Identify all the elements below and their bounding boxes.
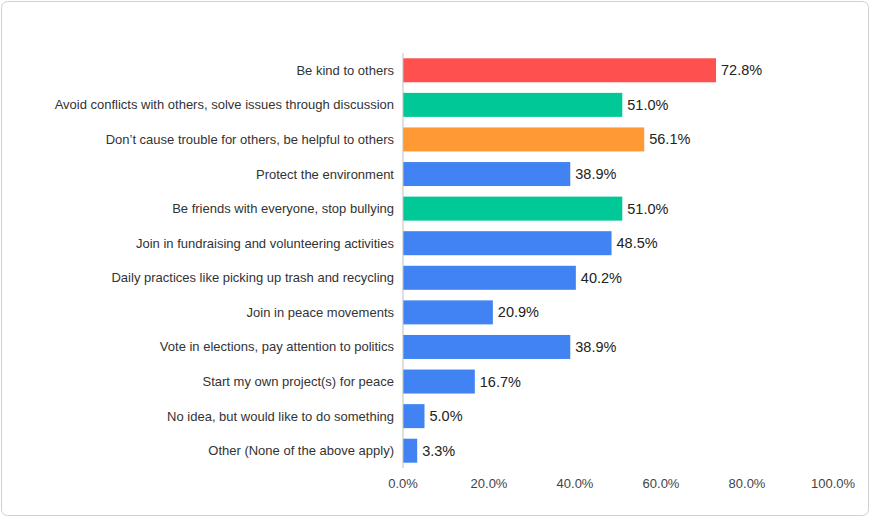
data-label: 72.8% [721,62,762,78]
category-label: Join in peace movements [247,305,395,320]
bar [403,266,576,290]
data-label: 48.5% [617,235,658,251]
tick-label: 20.0% [471,476,508,491]
bar [403,335,570,359]
category-label: Be friends with everyone, stop bullying [172,201,394,216]
bar [403,404,425,428]
tick-label: 100.0% [811,476,856,491]
chart: Be kind to others 72.8% Avoid conflicts wi… [0,0,870,517]
category-label: Be kind to others [296,63,394,78]
bar [403,93,622,117]
bar [403,439,417,463]
frame [2,2,869,516]
tick-label: 0.0% [388,476,418,491]
data-label: 3.3% [422,443,455,459]
bar [403,162,570,186]
tick-label: 60.0% [643,476,680,491]
data-label: 51.0% [627,201,668,217]
data-label: 56.1% [649,131,690,147]
data-label: 5.0% [430,408,463,424]
category-label: Vote in elections, pay attention to poli… [160,339,395,354]
bar [403,127,644,151]
category-label: Don’t cause trouble for others, be helpf… [106,132,395,147]
category-label: Other (None of the above apply) [208,443,394,458]
category-label: Daily practices like picking up trash an… [111,270,394,285]
axis-line [403,53,404,468]
category-label: No idea, but would like to do something [167,409,394,424]
bar [403,231,612,255]
bars [403,58,716,462]
bar [403,370,475,394]
tick-label: 80.0% [729,476,766,491]
data-label: 38.9% [575,339,616,355]
bar [403,197,622,221]
data-label: 20.9% [498,304,539,320]
category-label: Protect the environment [256,167,394,182]
data-label: 40.2% [581,270,622,286]
bar [403,300,493,324]
category-label: Avoid conflicts with others, solve issue… [55,97,394,112]
bar [403,58,716,82]
tick-label: 40.0% [557,476,594,491]
category-label: Join in fundraising and volunteering act… [136,236,394,251]
data-label: 16.7% [480,374,521,390]
data-label: 38.9% [575,166,616,182]
data-label: 51.0% [627,97,668,113]
category-label: Start my own project(s) for peace [203,374,394,389]
